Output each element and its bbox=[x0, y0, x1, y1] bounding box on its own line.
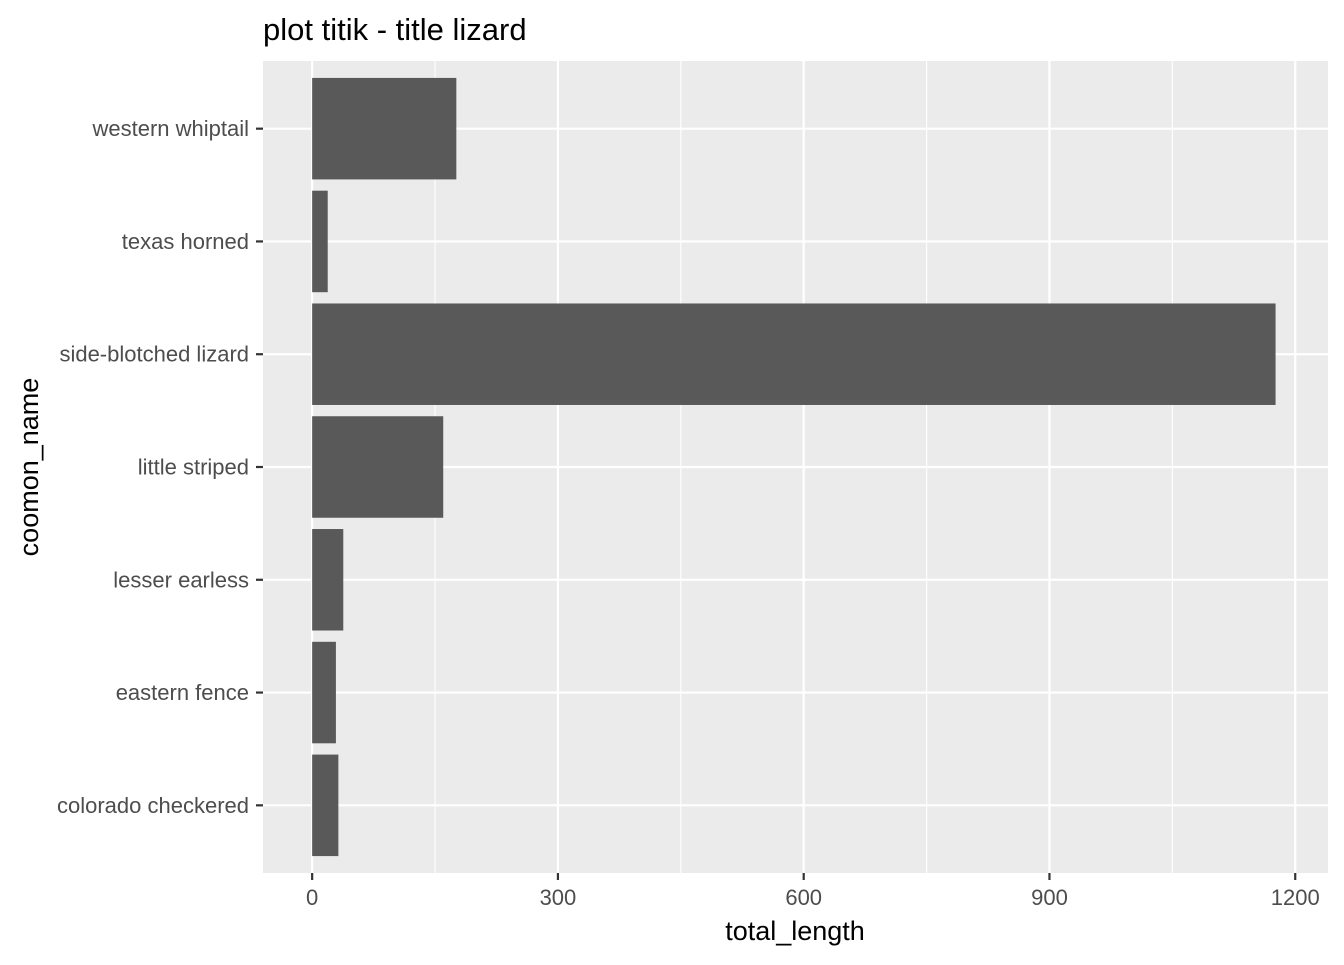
chart-title: plot titik - title lizard bbox=[263, 12, 527, 47]
y-tick-label: little striped bbox=[138, 455, 249, 480]
x-axis-title: total_length bbox=[725, 916, 865, 946]
x-tick-label: 900 bbox=[1031, 885, 1068, 910]
bar-texas-horned bbox=[312, 190, 328, 293]
y-tick-label: texas horned bbox=[122, 229, 249, 254]
bar-colorado-checkered bbox=[312, 754, 339, 857]
y-tick-label: lesser earless bbox=[113, 567, 249, 592]
y-axis: colorado checkered eastern fence lesser ea… bbox=[57, 116, 263, 818]
y-tick-label: western whiptail bbox=[91, 116, 249, 141]
y-tick-label: eastern fence bbox=[116, 680, 249, 705]
x-tick-label: 0 bbox=[306, 885, 318, 910]
bar-side-blotched-lizard bbox=[312, 303, 1276, 405]
bar-little-striped bbox=[312, 416, 444, 518]
y-tick-label: colorado checkered bbox=[57, 793, 249, 818]
bar-lesser-earless bbox=[312, 529, 344, 631]
x-tick-label: 300 bbox=[540, 885, 577, 910]
y-tick-label: side-blotched lizard bbox=[59, 342, 249, 367]
y-axis-title: coomon_name bbox=[14, 378, 44, 557]
x-tick-label: 1200 bbox=[1271, 885, 1320, 910]
bars bbox=[312, 77, 1276, 857]
bar-eastern-fence bbox=[312, 641, 336, 744]
bar-western-whiptail bbox=[312, 77, 457, 180]
x-tick-label: 600 bbox=[785, 885, 822, 910]
x-axis: 0 300 600 900 1200 bbox=[306, 873, 1320, 910]
